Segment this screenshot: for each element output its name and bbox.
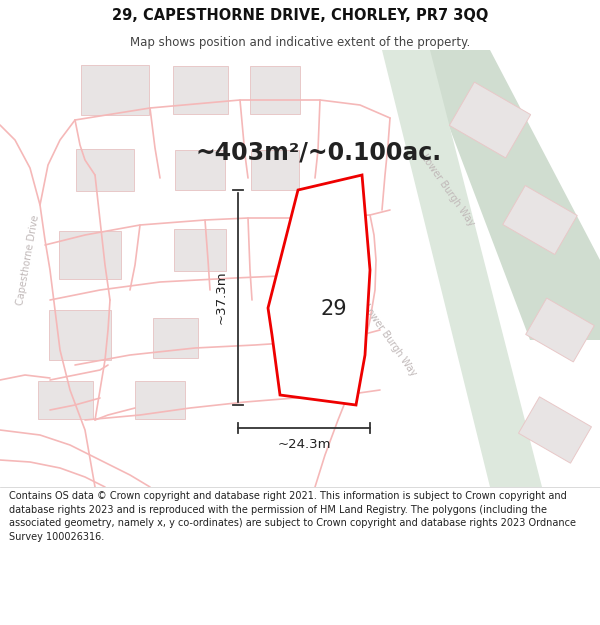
Text: Contains OS data © Crown copyright and database right 2021. This information is : Contains OS data © Crown copyright and d…: [9, 491, 576, 542]
Bar: [449, 82, 530, 158]
Bar: [135, 381, 185, 419]
Bar: [152, 318, 197, 358]
Text: Lower Burgh Way: Lower Burgh Way: [419, 152, 476, 228]
Text: Lower Burgh Way: Lower Burgh Way: [361, 302, 419, 378]
Bar: [173, 66, 227, 114]
Text: Map shows position and indicative extent of the property.: Map shows position and indicative extent…: [130, 36, 470, 49]
Text: 29, CAPESTHORNE DRIVE, CHORLEY, PR7 3QQ: 29, CAPESTHORNE DRIVE, CHORLEY, PR7 3QQ: [112, 8, 488, 22]
Polygon shape: [268, 175, 370, 405]
Bar: [526, 298, 595, 362]
Bar: [503, 186, 577, 254]
Text: Capesthorne Drive: Capesthorne Drive: [15, 214, 41, 306]
Polygon shape: [382, 50, 542, 487]
Bar: [174, 229, 226, 271]
Bar: [49, 310, 111, 360]
Bar: [250, 66, 300, 114]
Text: ~37.3m: ~37.3m: [215, 271, 228, 324]
Text: 29: 29: [320, 299, 347, 319]
Bar: [59, 231, 121, 279]
Bar: [518, 397, 592, 463]
Text: ~24.3m: ~24.3m: [277, 438, 331, 451]
Bar: [37, 381, 92, 419]
Text: ~403m²/~0.100ac.: ~403m²/~0.100ac.: [195, 140, 441, 164]
Bar: [251, 150, 299, 190]
Bar: [81, 65, 149, 115]
Bar: [76, 149, 134, 191]
Bar: [175, 150, 225, 190]
Polygon shape: [420, 50, 600, 340]
